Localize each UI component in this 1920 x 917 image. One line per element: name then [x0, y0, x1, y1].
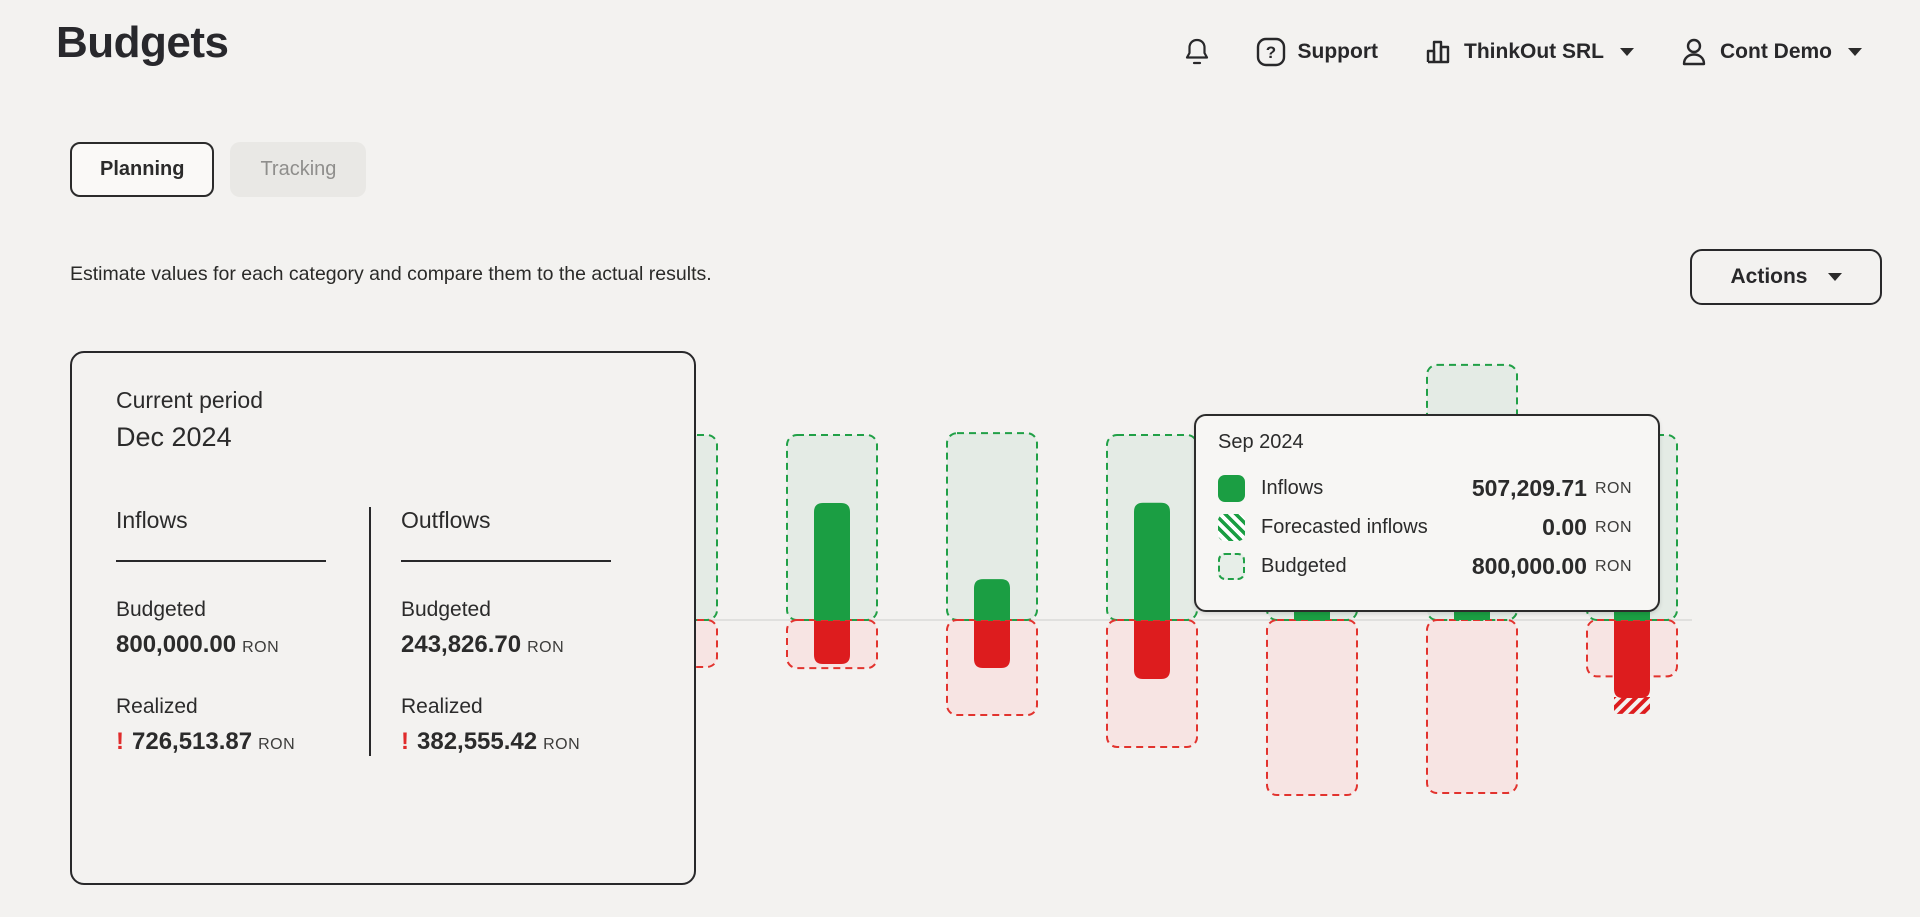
card-title: Current period — [116, 387, 264, 413]
realized-label: Realized — [116, 695, 198, 718]
chevron-down-icon — [1848, 48, 1862, 56]
chart-tooltip: Sep 2024 Inflows 507,209.71 RON Forecast… — [1194, 414, 1660, 612]
budgeted-dashed-swatch-icon — [1218, 553, 1245, 580]
realized-outflow-bar — [1134, 621, 1170, 680]
realized-outflows-value: ! 382,555.42 RON — [401, 728, 581, 755]
realized-inflow-bar — [974, 579, 1010, 620]
svg-text:?: ? — [1265, 43, 1275, 62]
budgeted-outflow-box-fill — [1267, 620, 1357, 796]
divider — [116, 560, 326, 562]
tooltip-row-inflows: Inflows 507,209.71 RON — [1218, 469, 1632, 508]
support-button[interactable]: ? Support — [1256, 37, 1378, 67]
realized-outflow-bar — [814, 621, 850, 665]
budgeted-label: Budgeted — [401, 598, 491, 621]
user-icon — [1680, 37, 1708, 67]
currency-label: RON — [527, 639, 565, 656]
budgeted-outflow-box — [1106, 619, 1198, 748]
inflows-column: Inflows Budgeted 800,000.00 RON Realized … — [116, 507, 369, 756]
chevron-down-icon — [1620, 48, 1634, 56]
bell-icon — [1184, 37, 1210, 67]
inflows-heading: Inflows — [116, 507, 188, 533]
view-tabs: Planning Tracking — [70, 142, 367, 197]
company-menu[interactable]: ThinkOut SRL — [1424, 38, 1634, 66]
header-actions: ? Support ThinkOut SRL Cont Demo — [1184, 30, 1862, 74]
budgeted-outflow-box — [786, 619, 878, 670]
forecast-hatch-swatch-icon — [1218, 514, 1245, 541]
warning-icon: ! — [401, 728, 409, 755]
realized-outflow-bar — [1614, 621, 1650, 699]
company-name: ThinkOut SRL — [1464, 40, 1604, 63]
chevron-down-icon — [1827, 273, 1842, 281]
realized-outflow-bar — [974, 621, 1010, 668]
realized-inflows-value: ! 726,513.87 RON — [116, 728, 296, 755]
budgeted-outflow-box-fill — [1427, 620, 1517, 793]
question-icon: ? — [1256, 37, 1286, 67]
tooltip-row-forecasted-inflows: Forecasted inflows 0.00 RON — [1218, 508, 1632, 547]
budgeted-inflow-box-fill — [947, 433, 1037, 620]
currency-label: RON — [258, 736, 296, 753]
realized-label: Realized — [401, 695, 483, 718]
outflows-column: Outflows Budgeted 243,826.70 RON Realized… — [371, 507, 611, 756]
inflows-swatch-icon — [1218, 475, 1245, 502]
divider — [369, 507, 371, 756]
tooltip-title: Sep 2024 — [1218, 431, 1304, 453]
user-name: Cont Demo — [1720, 40, 1832, 63]
current-period-card: Current period Dec 2024 Inflows Budgeted… — [70, 351, 696, 885]
budgeted-outflow-box — [626, 619, 718, 668]
outflows-heading: Outflows — [401, 507, 491, 533]
card-period: Dec 2024 — [116, 422, 232, 452]
actions-button[interactable]: Actions — [1690, 249, 1882, 305]
realized-inflow-bar — [814, 502, 850, 620]
page-title: Budgets — [56, 18, 229, 67]
budgeted-outflow-box — [946, 619, 1038, 717]
realized-inflow-bar — [1134, 502, 1170, 620]
tab-tracking[interactable]: Tracking — [230, 142, 367, 197]
tooltip-row-budgeted: Budgeted 800,000.00 RON — [1218, 547, 1632, 586]
forecasted-outflow-hatch — [1614, 697, 1650, 714]
budgeted-outflows-value: 243,826.70 RON — [401, 631, 565, 658]
actions-label: Actions — [1730, 265, 1808, 288]
budgeted-outflow-box — [1266, 619, 1358, 797]
support-label: Support — [1297, 40, 1378, 63]
tab-planning[interactable]: Planning — [70, 142, 215, 197]
warning-icon: ! — [116, 728, 124, 755]
budgeted-outflow-box-fill — [1107, 620, 1197, 747]
notifications-button[interactable] — [1184, 37, 1210, 67]
currency-label: RON — [242, 639, 280, 656]
budgeted-inflows-value: 800,000.00 RON — [116, 631, 280, 658]
divider — [401, 560, 611, 562]
chart-columns-icon — [1424, 38, 1452, 66]
currency-label: RON — [543, 736, 581, 753]
user-menu[interactable]: Cont Demo — [1680, 37, 1862, 67]
page-subtitle: Estimate values for each category and co… — [70, 263, 712, 285]
budgeted-label: Budgeted — [116, 598, 206, 621]
budgeted-outflow-box — [1426, 619, 1518, 794]
